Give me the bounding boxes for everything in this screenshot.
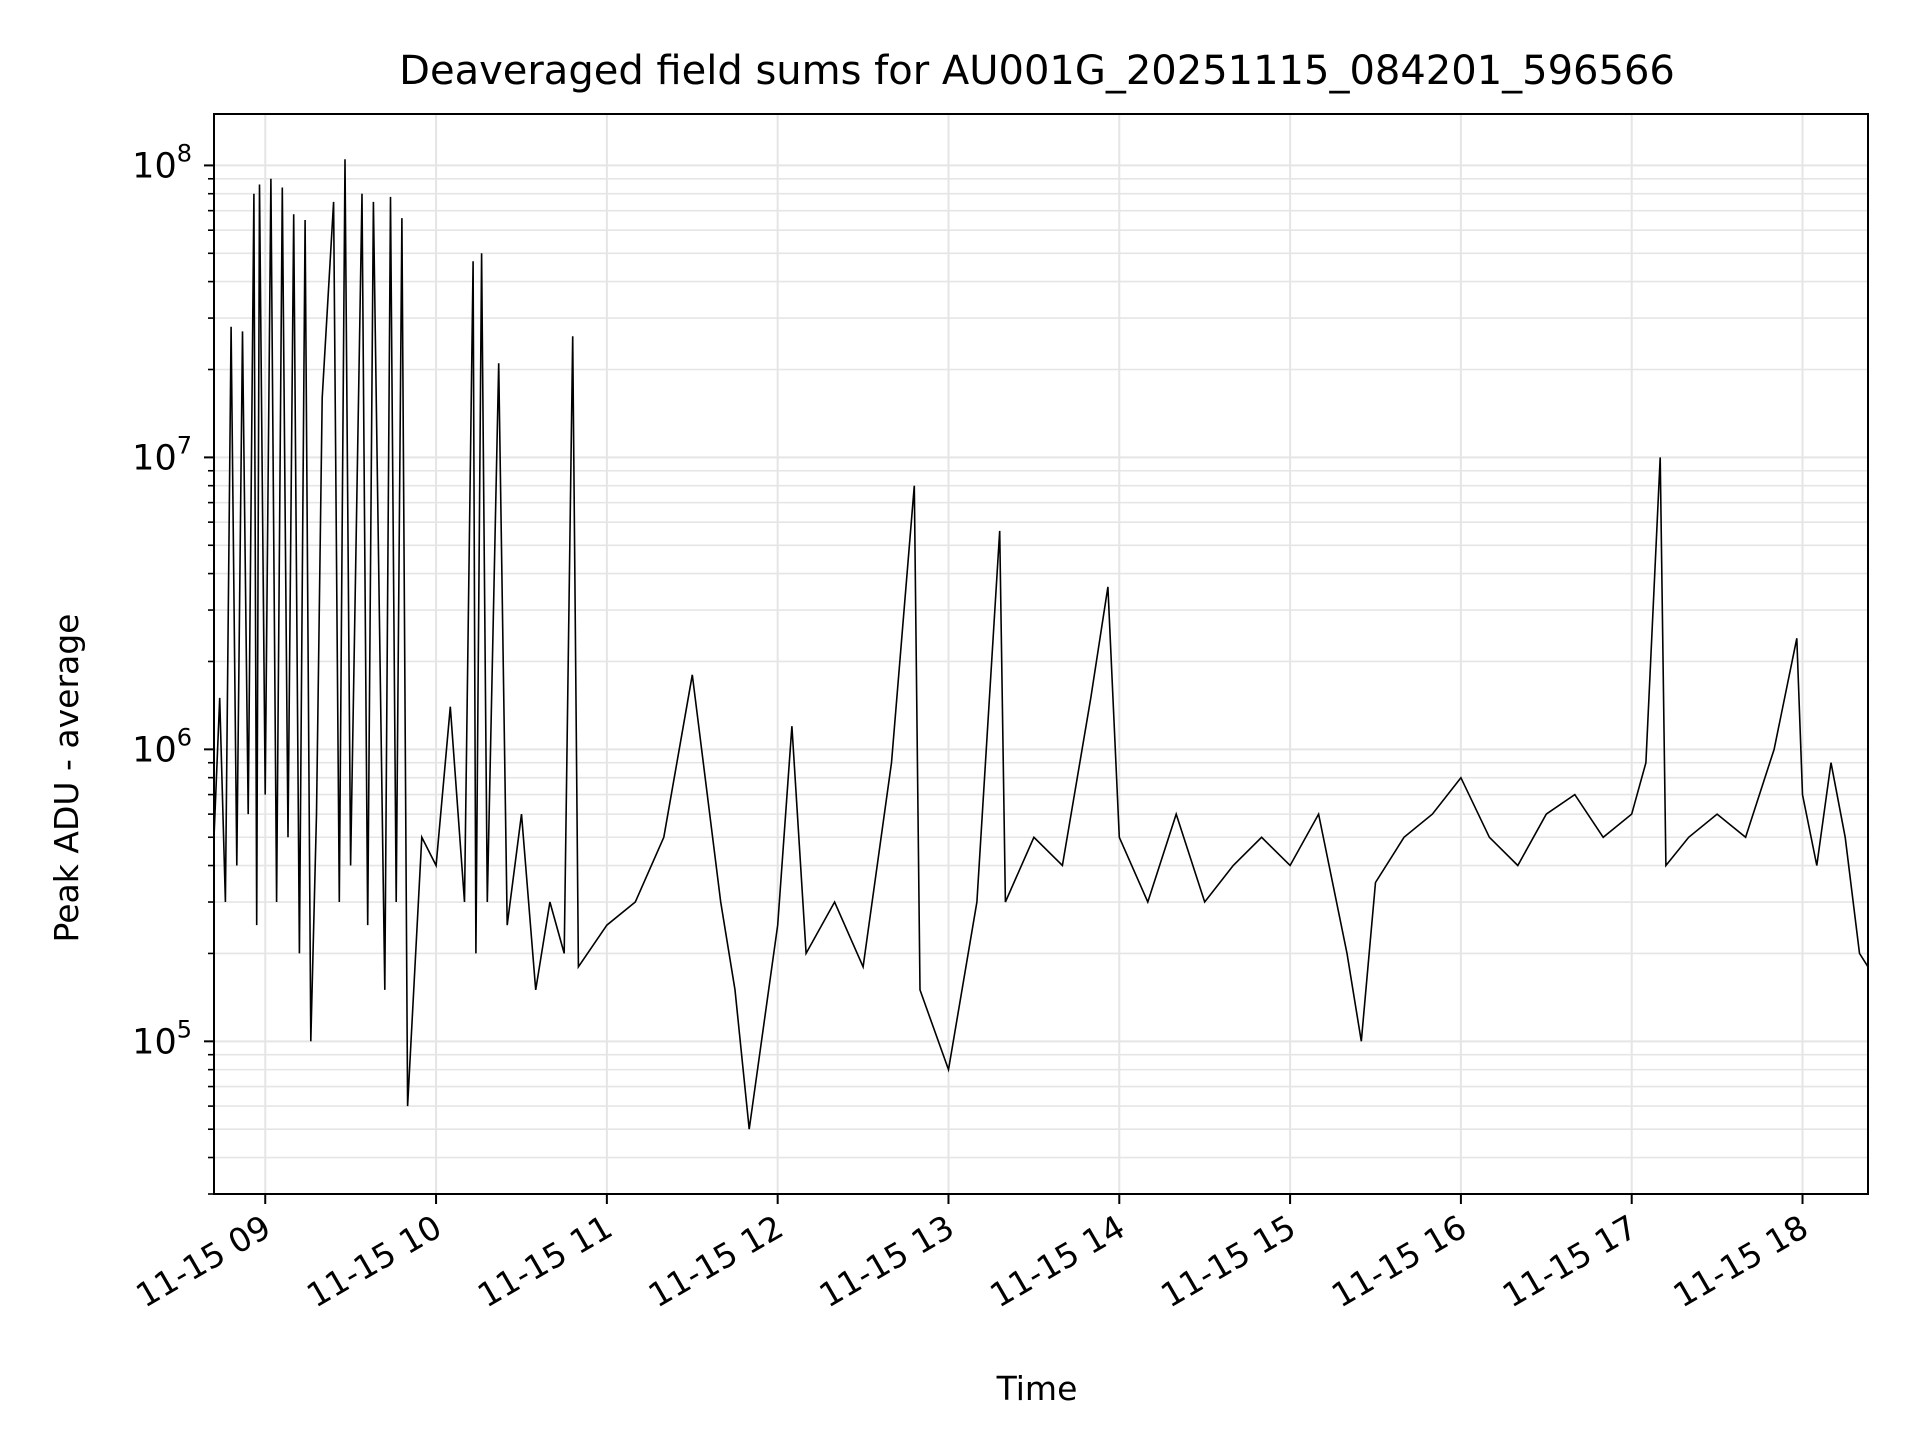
- y-tick-label: 108: [132, 139, 192, 186]
- x-axis-label: Time: [996, 1369, 1078, 1408]
- series-line: [214, 159, 1868, 1130]
- series-group: [214, 159, 1868, 1130]
- y-axis: 105 106 107 108: [132, 139, 214, 1195]
- grid: [214, 114, 1868, 1195]
- y-axis-label: Peak ADU - average: [47, 614, 86, 943]
- y-tick-label: 105: [132, 1015, 192, 1062]
- plot-frame: [213, 113, 1869, 1195]
- y-tick-label: 107: [132, 431, 192, 478]
- chart-title: Deaveraged field sums for AU001G_2025111…: [399, 48, 1675, 94]
- plot-area: [214, 159, 1868, 1130]
- y-tick-label: 106: [132, 723, 192, 770]
